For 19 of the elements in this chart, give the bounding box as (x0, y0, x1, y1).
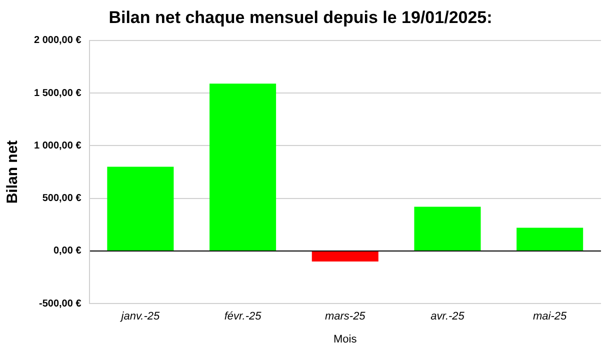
x-tick-label: janv.-25 (119, 310, 160, 322)
y-tick-label: -500,00 € (39, 298, 82, 310)
y-axis-title: Bilan net (4, 140, 22, 204)
y-tick-label: 2 000,00 € (34, 35, 82, 46)
y-tick-label: 1 000,00 € (34, 140, 82, 152)
bar (107, 166, 174, 250)
bar (312, 251, 378, 262)
x-tick-label: févr.-25 (224, 310, 262, 322)
y-tick-label: 0,00 € (53, 246, 82, 257)
bar (210, 84, 276, 250)
bar (414, 206, 481, 250)
x-axis-title: Mois (334, 333, 358, 346)
x-tick-label: mai-25 (533, 310, 568, 322)
y-tick-label: 500,00 € (42, 193, 82, 204)
bar (516, 228, 584, 250)
chart-title: Bilan net chaque mensuel depuis le 19/01/2025: (108, 8, 492, 27)
y-tick-label: 1 500,00 € (34, 88, 82, 99)
x-tick-label: avr.-25 (430, 310, 466, 322)
x-tick-label: mars-25 (324, 310, 366, 322)
